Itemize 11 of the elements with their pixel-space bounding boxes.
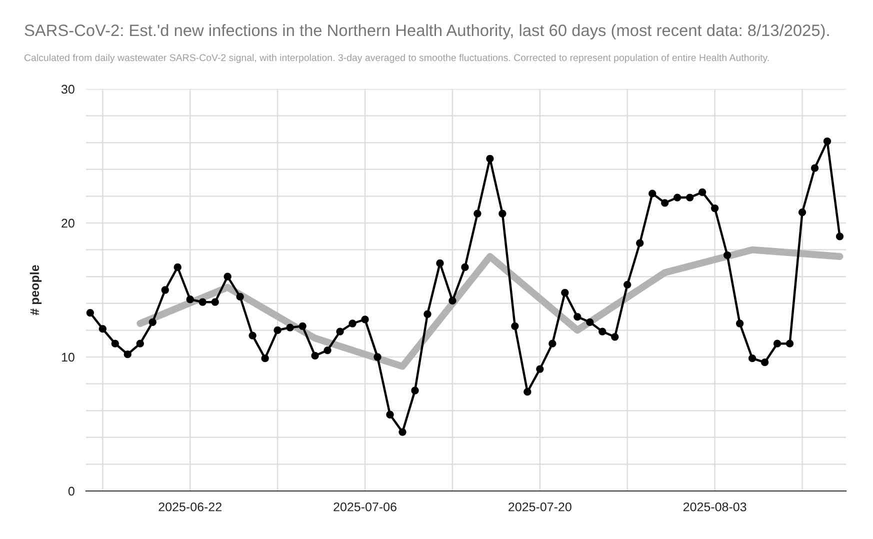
y-tick-label: 10 [62,352,74,362]
y-tick-label: 20 [62,218,74,228]
x-tick-label: 2025-07-06 [334,502,396,512]
x-tick-label: 2025-07-20 [508,502,572,512]
y-axis-title: # people [30,265,42,316]
x-tick-label: 2025-06-22 [158,502,222,512]
y-tick-label: 0 [68,486,74,496]
x-tick-label: 2025-08-03 [683,502,746,512]
chart-subtitle: Calculated from daily wastewater SARS-CoV-2 signal, with interpolation. 3-day averaged to smoothe fluctuations. Corrected to represent population of entire Health Authority. [24,54,769,64]
chart-title: SARS-CoV-2: Est.'d new infections in the Northern Health Authority, last 60 days (most recent data: 8/13/2025). [24,24,829,40]
y-tick-label: 30 [61,84,74,94]
